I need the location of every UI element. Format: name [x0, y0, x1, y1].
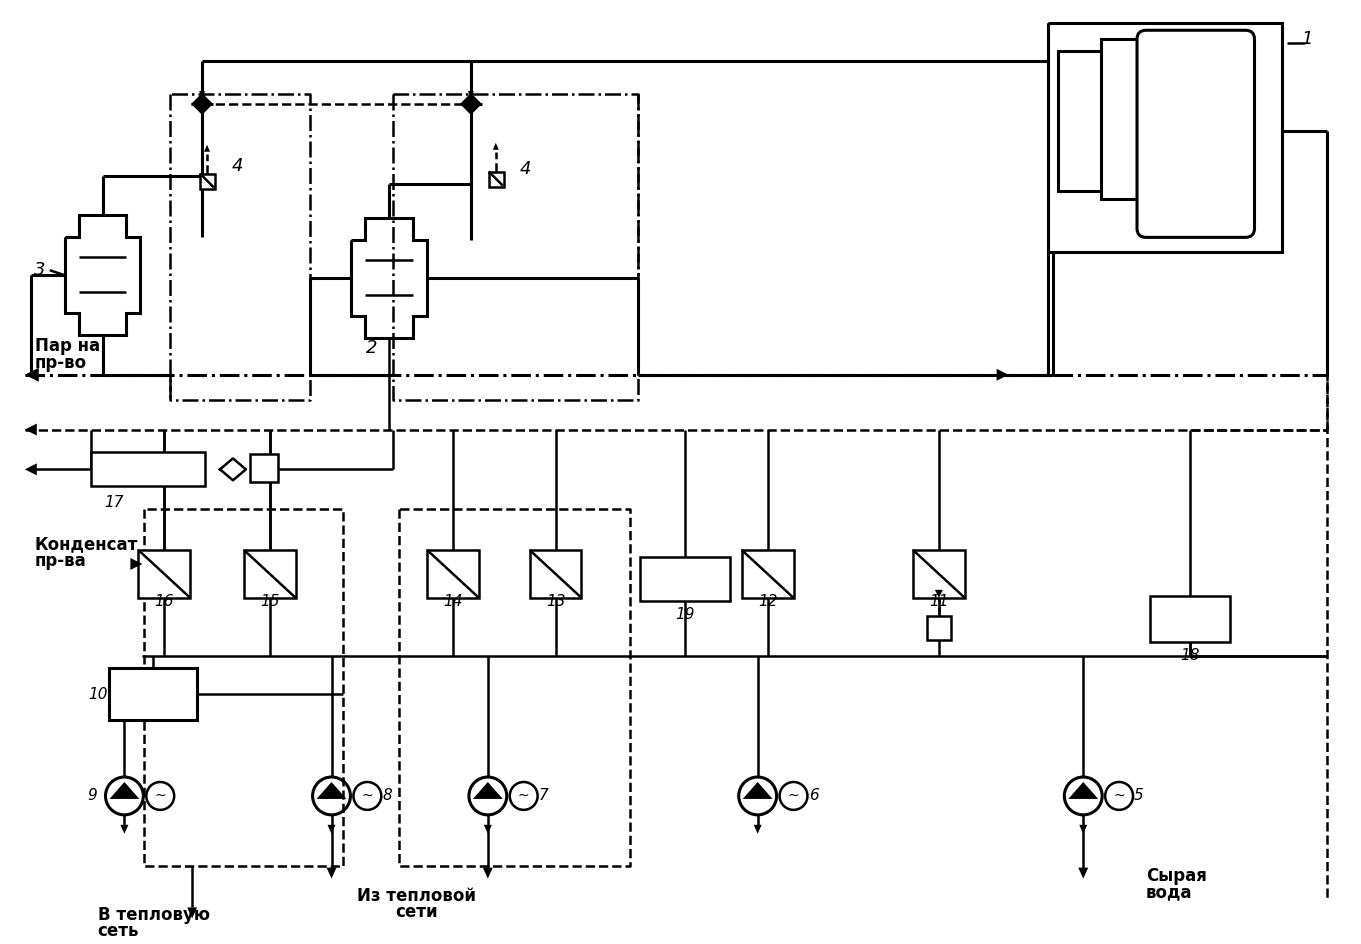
Bar [742, 550, 793, 598]
Bar [1059, 51, 1106, 191]
Text: 12: 12 [758, 595, 777, 609]
Bar [529, 550, 581, 598]
Text: 14: 14 [444, 595, 463, 609]
Bar [489, 172, 504, 187]
Polygon shape [471, 93, 482, 115]
Polygon shape [188, 907, 197, 919]
Text: 4: 4 [520, 160, 531, 177]
Text: пр-во: пр-во [35, 354, 87, 372]
Polygon shape [743, 782, 773, 799]
Polygon shape [935, 590, 943, 598]
Text: 8: 8 [382, 788, 392, 803]
Bar [109, 668, 197, 720]
Text: сеть: сеть [98, 922, 139, 940]
Polygon shape [317, 782, 347, 799]
Polygon shape [472, 782, 502, 799]
Text: 19: 19 [675, 607, 694, 622]
Bar [250, 454, 278, 482]
FancyBboxPatch shape [1136, 30, 1255, 237]
Text: 3: 3 [34, 261, 45, 279]
Polygon shape [204, 144, 210, 152]
Text: вода: вода [1146, 884, 1192, 902]
Text: ~: ~ [1113, 789, 1126, 803]
Bar [913, 550, 965, 598]
Text: Сырая: Сырая [1146, 867, 1207, 885]
Bar [91, 452, 206, 486]
Polygon shape [493, 143, 498, 150]
Polygon shape [24, 464, 37, 476]
Polygon shape [754, 825, 762, 834]
Text: сети: сети [395, 903, 437, 921]
Polygon shape [483, 868, 493, 879]
Text: ~: ~ [154, 789, 166, 803]
Polygon shape [1078, 868, 1089, 879]
Circle shape [467, 100, 475, 108]
Text: 5: 5 [1134, 788, 1143, 803]
Polygon shape [109, 782, 139, 799]
Text: 7: 7 [539, 788, 548, 803]
Bar [244, 550, 295, 598]
Polygon shape [328, 825, 336, 834]
Text: Пар на: Пар на [35, 337, 99, 355]
Polygon shape [24, 368, 38, 381]
Bar [640, 557, 729, 600]
Text: 17: 17 [105, 495, 124, 510]
Text: 15: 15 [260, 595, 279, 609]
Polygon shape [996, 369, 1009, 380]
Text: 4: 4 [231, 157, 242, 175]
Bar [139, 550, 191, 598]
Text: 10: 10 [87, 687, 108, 702]
Text: 13: 13 [546, 595, 565, 609]
Bar [427, 550, 479, 598]
Bar [1101, 40, 1149, 198]
Bar [1150, 596, 1229, 642]
Polygon shape [327, 868, 336, 879]
Polygon shape [485, 825, 491, 834]
Polygon shape [468, 91, 474, 98]
Polygon shape [131, 558, 143, 570]
Polygon shape [199, 91, 206, 98]
Text: Конденсат: Конденсат [35, 535, 139, 553]
Polygon shape [24, 424, 37, 435]
Text: 11: 11 [930, 595, 949, 609]
Polygon shape [460, 93, 471, 115]
Text: Из тепловой: Из тепловой [357, 886, 475, 904]
Text: В тепловую: В тепловую [98, 906, 210, 924]
Text: 1: 1 [1301, 30, 1313, 48]
Text: пр-ва: пр-ва [35, 552, 87, 570]
Text: 2: 2 [366, 339, 377, 357]
Polygon shape [191, 93, 201, 115]
Text: ~: ~ [788, 789, 799, 803]
Bar [200, 174, 215, 189]
Polygon shape [201, 93, 214, 115]
Text: 9: 9 [87, 788, 98, 803]
Text: 6: 6 [808, 788, 818, 803]
Bar [927, 615, 951, 640]
Polygon shape [1079, 825, 1087, 834]
Polygon shape [120, 825, 128, 834]
Text: ~: ~ [519, 789, 529, 803]
Text: 16: 16 [155, 595, 174, 609]
Text: ~: ~ [362, 789, 373, 803]
Circle shape [199, 100, 206, 108]
Text: 18: 18 [1180, 648, 1199, 663]
Polygon shape [1068, 782, 1098, 799]
